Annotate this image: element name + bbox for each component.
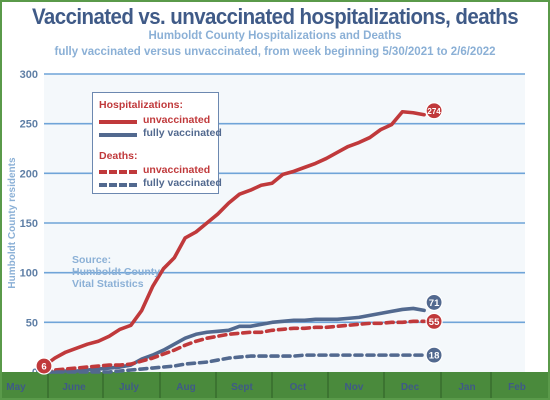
legend-swatch [99, 120, 137, 124]
source-line: Source: [72, 254, 112, 266]
x-tick-label: Oct [290, 382, 307, 393]
legend-swatch [99, 170, 137, 174]
x-tick-label: June [62, 382, 86, 393]
x-tick-label: Aug [176, 382, 195, 393]
source-note: Source: Humboldt County Vital Statistics [72, 254, 160, 290]
end-value-label: 274 [427, 107, 441, 116]
legend-group-hospitalizations: Hospitalizations: [99, 99, 184, 111]
end-value-badge [425, 102, 443, 120]
x-tick-label: Dec [401, 382, 420, 393]
series-line [42, 353, 426, 374]
y-tick-label: 300 [20, 69, 38, 81]
x-tick-label: Jan [458, 382, 475, 393]
series-line [42, 319, 426, 374]
legend-swatch [99, 133, 137, 137]
x-axis-band [2, 372, 548, 398]
x-tick-label: Nov [345, 382, 364, 393]
end-value-badge [425, 346, 443, 364]
legend-swatch [99, 183, 137, 187]
end-value-badge [425, 293, 443, 312]
end-value-label: 55 [429, 317, 440, 328]
y-tick-label: 50 [26, 317, 38, 329]
chart-subtitle: Humboldt County Hospitalizations and Dea… [148, 30, 402, 42]
source-line: Humboldt County [72, 266, 161, 278]
start-value-badge [35, 357, 53, 375]
x-tick-label: May [6, 382, 26, 393]
series-line [42, 109, 426, 368]
x-tick-label: Sept [231, 382, 253, 393]
y-tick-label: 100 [20, 268, 38, 280]
x-tick-label: Feb [508, 382, 526, 393]
chart-title: Vaccinated vs. unvaccinated hospitalizat… [31, 4, 519, 29]
end-value-badge [425, 312, 443, 330]
source-line: Vital Statistics [72, 278, 144, 290]
legend-group-deaths: Deaths: [99, 150, 138, 162]
y-tick-label: 200 [20, 168, 38, 180]
legend-label: fully vaccinated [143, 127, 222, 139]
y-tick-label: 150 [20, 218, 38, 230]
chart-subtitle-range: fully vaccinated versus unvaccinated, fr… [54, 46, 496, 58]
legend: Hospitalizations: unvaccinated fully vac… [92, 92, 222, 194]
end-value-label: 18 [429, 351, 440, 362]
series-line [42, 306, 426, 374]
y-axis-label: Humboldt County residents [7, 157, 18, 289]
end-value-label: 71 [429, 298, 440, 309]
legend-label: unvaccinated [143, 114, 211, 126]
legend-label: unvaccinated [143, 164, 211, 176]
start-value-label: 6 [41, 362, 46, 373]
legend-label: fully vaccinated [143, 177, 222, 189]
x-tick-label: July [119, 382, 139, 393]
y-tick-label: 250 [20, 119, 38, 131]
